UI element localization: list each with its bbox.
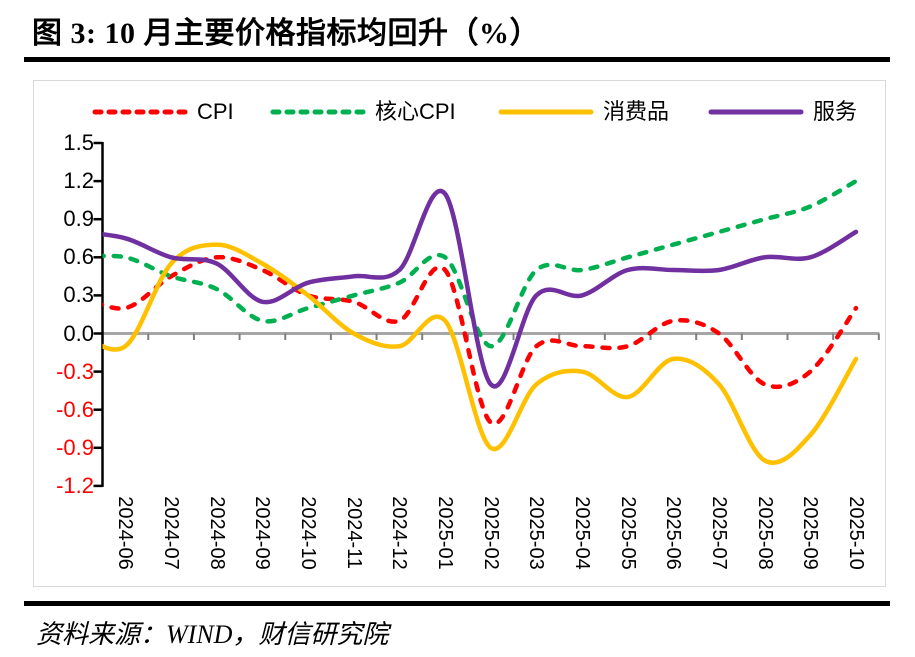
x-axis-tick-label: 2025-08 <box>753 496 776 570</box>
x-axis-tick-label: 2025-02 <box>479 496 502 570</box>
legend-item-services: 服务 <box>707 100 857 124</box>
legend-item-core-cpi: 核心CPI <box>269 100 456 124</box>
y-axis-tick-label: 1.2 <box>63 168 94 194</box>
x-axis-tick-label: 2025-07 <box>708 496 730 570</box>
x-axis-tick-label: 2025-01 <box>434 496 457 570</box>
legend-item-cpi: CPI <box>91 100 234 124</box>
x-axis-tick-label: 2025-06 <box>662 496 685 570</box>
source-note: 资料来源：WIND，财信研究院 <box>36 620 389 649</box>
x-axis-tick-label: 2025-09 <box>799 496 822 570</box>
y-axis-tick-label: -0.6 <box>56 396 94 422</box>
title-divider-rule <box>24 57 890 62</box>
series-line-consumer-goods <box>102 242 859 465</box>
legend-solid-line-icon <box>708 109 804 115</box>
legend-dashed-line-icon <box>270 109 366 115</box>
legend-label: CPI <box>197 99 234 124</box>
x-axis-tick-label: 2025-10 <box>844 496 867 570</box>
chart-frame: CPI 核心CPI 消费品 服务 1.5 1.2 0.9 0.6 0.3 0.0 -0.3 -0.6… <box>33 80 886 587</box>
series-line-cpi <box>102 255 859 427</box>
x-axis-tick-label: 2024-10 <box>297 496 320 570</box>
legend-label: 核心CPI <box>375 99 456 124</box>
x-axis-tick-label: 2025-03 <box>525 496 548 570</box>
y-axis-tick-label: 0.9 <box>63 206 94 232</box>
y-axis-tick-label: -0.3 <box>56 358 94 384</box>
x-axis-tick-label: 2024-06 <box>114 496 137 570</box>
y-axis-tick-label: 0.0 <box>63 320 94 346</box>
legend-label: 消费品 <box>603 99 670 124</box>
x-axis-tick-label: 2024-11 <box>342 497 365 569</box>
x-axis-tick-label: 2025-04 <box>571 496 594 570</box>
series-line-services <box>102 188 859 389</box>
x-axis-tick-label: 2025-05 <box>616 496 639 570</box>
legend-item-consumer-goods: 消费品 <box>497 100 669 124</box>
x-axis-tick-label: 2024-07 <box>160 496 183 570</box>
page-title: 图 3: 10 月主要价格指标均回升（%） <box>32 17 540 50</box>
y-axis-tick-label: 1.5 <box>63 130 94 155</box>
legend-dashed-line-icon <box>92 109 188 115</box>
legend-label: 服务 <box>813 99 858 124</box>
footer-divider-rule <box>24 601 890 606</box>
y-axis-tick-label: 0.6 <box>63 244 94 270</box>
x-axis-tick-label: 2024-12 <box>388 496 411 570</box>
x-axis-tick-label: 2024-08 <box>205 496 228 570</box>
y-axis-tick-label: 0.3 <box>63 282 94 308</box>
legend-solid-line-icon <box>498 109 594 115</box>
y-axis-tick-label: -1.2 <box>56 472 94 498</box>
x-axis-tick-label: 2024-09 <box>251 496 274 570</box>
line-chart-plot <box>93 141 880 488</box>
y-axis-tick-label: -0.9 <box>56 434 94 460</box>
